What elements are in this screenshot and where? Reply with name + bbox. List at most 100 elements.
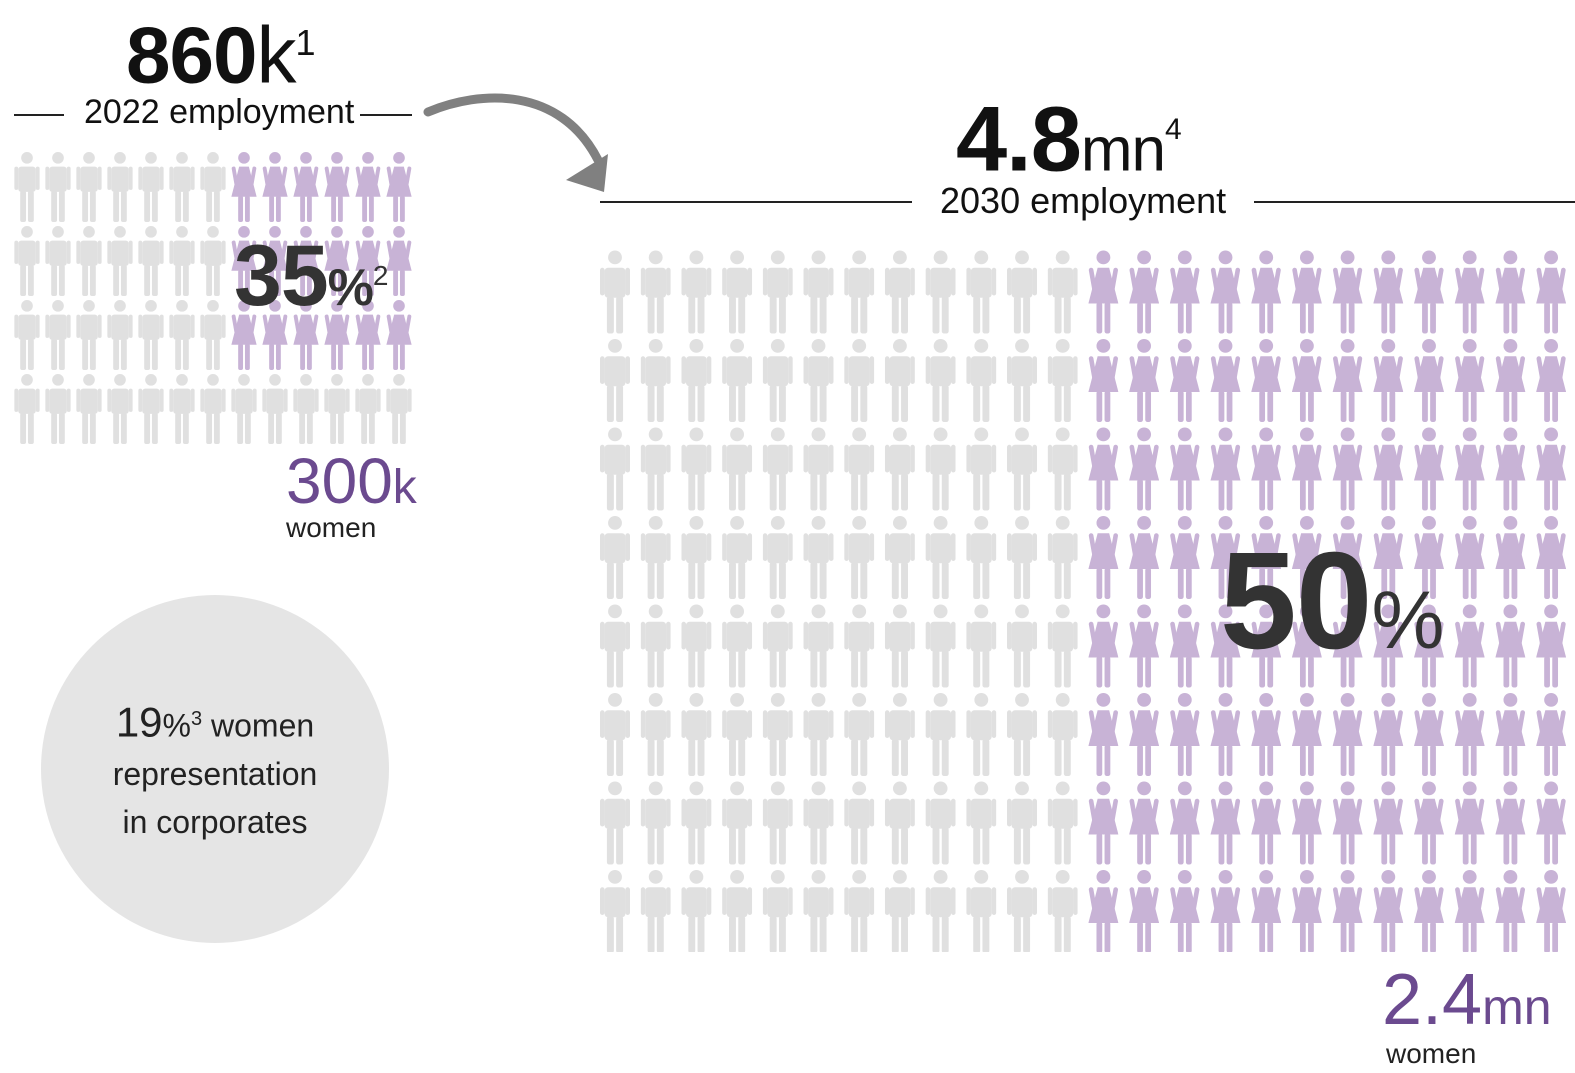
person-icon	[722, 515, 753, 600]
person-icon	[138, 152, 164, 222]
person-icon	[884, 604, 915, 688]
person-icon	[600, 692, 630, 777]
woman-icon	[1129, 338, 1160, 423]
woman-icon	[1210, 869, 1241, 952]
person-icon	[844, 781, 875, 865]
woman-icon	[1129, 250, 1160, 334]
person-icon	[1047, 338, 1078, 423]
person-icon	[722, 250, 753, 334]
person-icon	[803, 427, 834, 511]
woman-icon	[1210, 250, 1241, 334]
person-icon	[884, 515, 915, 600]
woman-icon	[1088, 250, 1119, 334]
label-2022-employment: 2022 employment	[84, 93, 355, 131]
woman-icon	[1169, 338, 1200, 423]
woman-icon	[1088, 338, 1119, 423]
total-2030-number: 4.8	[956, 88, 1082, 191]
person-icon	[803, 250, 834, 334]
woman-icon	[1169, 604, 1200, 688]
corporate-representation-circle: 19%3 women representation in corporates	[41, 595, 389, 943]
total-2030-unit: mn	[1080, 115, 1166, 185]
person-icon	[600, 427, 630, 511]
person-icon	[925, 338, 956, 423]
person-icon	[600, 869, 630, 952]
person-icon	[355, 374, 381, 444]
person-icon	[762, 250, 793, 334]
person-icon	[1047, 250, 1078, 334]
woman-icon	[1373, 869, 1404, 952]
women-2030-label: women	[1386, 1038, 1477, 1069]
person-icon	[762, 427, 793, 511]
woman-icon	[324, 152, 350, 222]
person-icon	[76, 300, 102, 370]
woman-icon	[1454, 692, 1485, 777]
left-rule-2030	[600, 201, 912, 203]
person-icon	[14, 152, 40, 222]
person-icon	[262, 374, 288, 444]
woman-icon	[1332, 427, 1363, 511]
person-icon	[169, 226, 195, 296]
person-icon	[138, 300, 164, 370]
person-icon	[966, 427, 997, 511]
woman-icon	[1536, 781, 1567, 865]
footnote-2: 2	[372, 260, 389, 291]
person-icon	[925, 427, 956, 511]
person-icon	[200, 300, 226, 370]
person-icon	[293, 374, 319, 444]
person-icon	[966, 515, 997, 600]
person-icon	[107, 300, 133, 370]
woman-icon	[1291, 250, 1322, 334]
woman-icon	[1332, 781, 1363, 865]
woman-icon	[1414, 692, 1444, 777]
woman-icon	[1495, 869, 1526, 952]
total-2022-value: 860k1	[126, 0, 316, 99]
corporate-line-2: representation	[112, 755, 318, 792]
woman-icon	[1332, 338, 1363, 423]
person-icon	[640, 338, 671, 423]
person-icon	[681, 515, 712, 600]
person-icon	[803, 781, 834, 865]
corporate-line-1: 19%3 women	[41, 695, 389, 750]
person-icon	[762, 338, 793, 423]
woman-icon	[1373, 781, 1404, 865]
woman-icon	[1454, 781, 1485, 865]
woman-icon	[1414, 781, 1444, 865]
share-2022-overlay: 35%2	[234, 228, 388, 336]
person-icon	[681, 869, 712, 952]
person-icon	[45, 374, 71, 444]
woman-icon	[293, 152, 319, 222]
right-rule-2022	[360, 114, 412, 116]
woman-icon	[1495, 250, 1526, 334]
person-icon	[107, 152, 133, 222]
person-icon	[803, 869, 834, 952]
person-icon	[640, 869, 671, 952]
label-2030-employment: 2030 employment	[940, 180, 1227, 221]
person-icon	[681, 338, 712, 423]
woman-icon	[1169, 250, 1200, 334]
person-icon	[844, 604, 875, 688]
person-icon	[844, 515, 875, 600]
person-icon	[966, 781, 997, 865]
person-icon	[925, 692, 956, 777]
woman-icon	[1291, 781, 1322, 865]
person-icon	[966, 604, 997, 688]
person-icon	[1047, 781, 1078, 865]
woman-icon	[1251, 869, 1282, 952]
person-icon	[107, 374, 133, 444]
person-icon	[844, 250, 875, 334]
woman-icon	[1414, 250, 1444, 334]
woman-icon	[1495, 427, 1526, 511]
person-icon	[884, 338, 915, 423]
woman-icon	[1129, 781, 1160, 865]
woman-icon	[1251, 250, 1282, 334]
person-icon	[722, 338, 753, 423]
person-icon	[1007, 338, 1037, 423]
woman-icon	[1373, 250, 1404, 334]
person-icon	[925, 869, 956, 952]
person-icon	[45, 300, 71, 370]
woman-icon	[1332, 692, 1363, 777]
person-icon	[45, 152, 71, 222]
person-icon	[1047, 692, 1078, 777]
person-icon	[1007, 869, 1037, 952]
person-icon	[14, 374, 40, 444]
